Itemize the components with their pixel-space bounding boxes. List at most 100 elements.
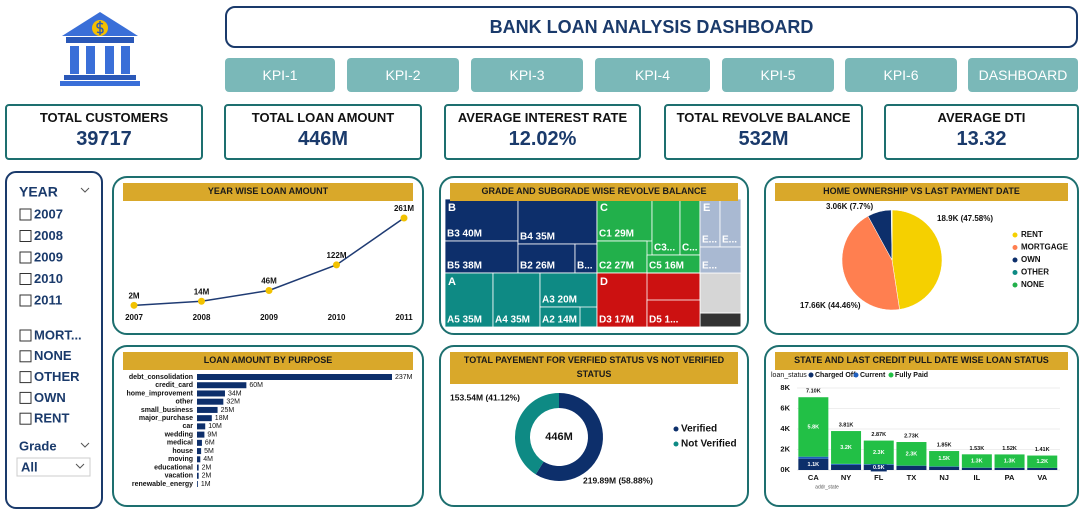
treemap-label: B4 35M — [520, 232, 555, 243]
treemap-label: A3 20M — [542, 295, 577, 306]
panel-title: YEAR WISE LOAN AMOUNT — [123, 183, 413, 201]
bar — [197, 431, 205, 438]
data-label: 3.2K — [840, 445, 852, 451]
donut-slice — [535, 393, 604, 481]
filter-option: OWN — [34, 390, 66, 405]
treemap-cell — [596, 240, 648, 274]
legend-label: Current — [860, 372, 886, 379]
data-label: 2M — [202, 464, 212, 471]
x-tick-label: 2007 — [125, 313, 143, 322]
filter-option: 2009 — [34, 249, 63, 264]
data-label: 25M — [221, 407, 235, 414]
bar-segment — [994, 467, 1025, 470]
checkbox[interactable] — [19, 371, 32, 384]
x-tick-label: TX — [907, 473, 917, 482]
legend-marker — [1012, 245, 1018, 250]
checkbox[interactable] — [19, 294, 32, 307]
nav-button[interactable]: KPI-3 — [471, 58, 583, 92]
bar-segment — [929, 466, 960, 470]
total-label: 2.87K — [871, 432, 886, 438]
bar — [197, 390, 225, 397]
checkbox[interactable] — [19, 230, 32, 242]
treemap-label: B3 40M — [447, 229, 482, 240]
total-label: 1.52K — [1002, 446, 1017, 452]
legend-marker — [1012, 282, 1018, 288]
label-box — [1034, 457, 1051, 466]
filter-option: MORT... — [34, 327, 82, 342]
checkbox[interactable] — [19, 412, 32, 425]
filter-option: 2011 — [34, 292, 62, 307]
label-box — [805, 460, 822, 469]
nav-button[interactable]: KPI-6 — [845, 58, 957, 92]
chevron — [80, 187, 90, 193]
legend-marker — [1012, 257, 1018, 263]
label-box — [968, 456, 985, 465]
x-tick-label: CA — [808, 473, 819, 482]
panel-title: TOTAL PAYEMENT FOR VERFIED STATUS VS NOT… — [450, 352, 738, 384]
x-tick-label: NJ — [939, 473, 949, 482]
panel-title: LOAN AMOUNT BY PURPOSE — [123, 352, 413, 370]
nav-button[interactable]: KPI-2 — [347, 58, 459, 92]
label-box — [936, 454, 953, 463]
legend-label: Verified — [681, 424, 717, 435]
legend-marker — [888, 372, 894, 378]
nav-button[interactable]: KPI-1 — [225, 58, 335, 92]
panel — [112, 345, 424, 507]
nav-button[interactable]: KPI-5 — [722, 58, 834, 92]
checkbox[interactable] — [19, 391, 32, 404]
treemap-label: A5 35M — [447, 315, 482, 326]
nav-button[interactable]: KPI-4 — [595, 58, 710, 92]
total-label: 1.53K — [970, 446, 985, 452]
treemap-group-label: B — [448, 202, 456, 214]
center-label: 446M — [545, 431, 573, 443]
kpi-card: AVERAGE INTEREST RATE 12.02% — [444, 104, 641, 160]
checkbox[interactable] — [19, 251, 32, 264]
legend-label: Fully Paid — [895, 372, 928, 379]
data-label: 17.66K (44.46%) — [800, 301, 861, 310]
label-box — [903, 449, 920, 458]
legend-marker — [808, 372, 814, 378]
treemap-label: C5 16M — [649, 261, 684, 272]
dropdown-value: All — [21, 459, 38, 474]
pie-slice — [891, 209, 943, 310]
treemap-label: D5 1... — [649, 315, 679, 326]
treemap-label: E... — [702, 261, 717, 272]
data-label: 0.5K — [873, 465, 885, 471]
kpi-label: AVERAGE INTEREST RATE — [457, 110, 628, 125]
category-label: home_improvement — [126, 390, 193, 397]
filter-title: Grade — [19, 438, 57, 453]
x-tick-label: 2009 — [260, 313, 278, 322]
data-label: 6M — [205, 440, 215, 447]
treemap-cell — [596, 272, 648, 328]
dropdown[interactable] — [16, 457, 91, 477]
legend-marker — [673, 441, 679, 447]
filter-option: 2008 — [34, 228, 63, 243]
legend-label: OTHER — [1021, 268, 1049, 277]
checkbox[interactable] — [19, 329, 32, 342]
data-label: 3.06K (7.7%) — [826, 202, 873, 211]
checkbox[interactable] — [19, 208, 32, 221]
data-label: 4M — [203, 456, 213, 463]
data-label: 153.54M (41.12%) — [450, 392, 520, 402]
total-label: 2.73K — [904, 433, 919, 439]
kpi-value: 13.32 — [956, 128, 1007, 150]
legend-label: NONE — [1021, 280, 1045, 289]
checkbox[interactable] — [19, 273, 32, 285]
bar — [197, 374, 392, 380]
checkbox[interactable] — [19, 350, 32, 363]
treemap-label: C2 27M — [599, 261, 634, 272]
kpi-label: TOTAL CUSTOMERS — [39, 110, 169, 125]
data-label: 34M — [228, 390, 242, 397]
label-box — [870, 463, 887, 472]
treemap-cell — [539, 306, 581, 328]
data-label: 219.89M (58.88%) — [583, 475, 653, 485]
kpi-value: 532M — [738, 128, 789, 150]
label-box — [1001, 457, 1018, 466]
kpi-card: TOTAL LOAN AMOUNT 446M — [224, 104, 422, 160]
bar — [197, 481, 198, 487]
nav-button[interactable]: DASHBOARD — [968, 58, 1078, 92]
data-label: 18.9K (47.58%) — [937, 214, 993, 223]
bar — [197, 423, 206, 430]
bar — [197, 382, 247, 389]
